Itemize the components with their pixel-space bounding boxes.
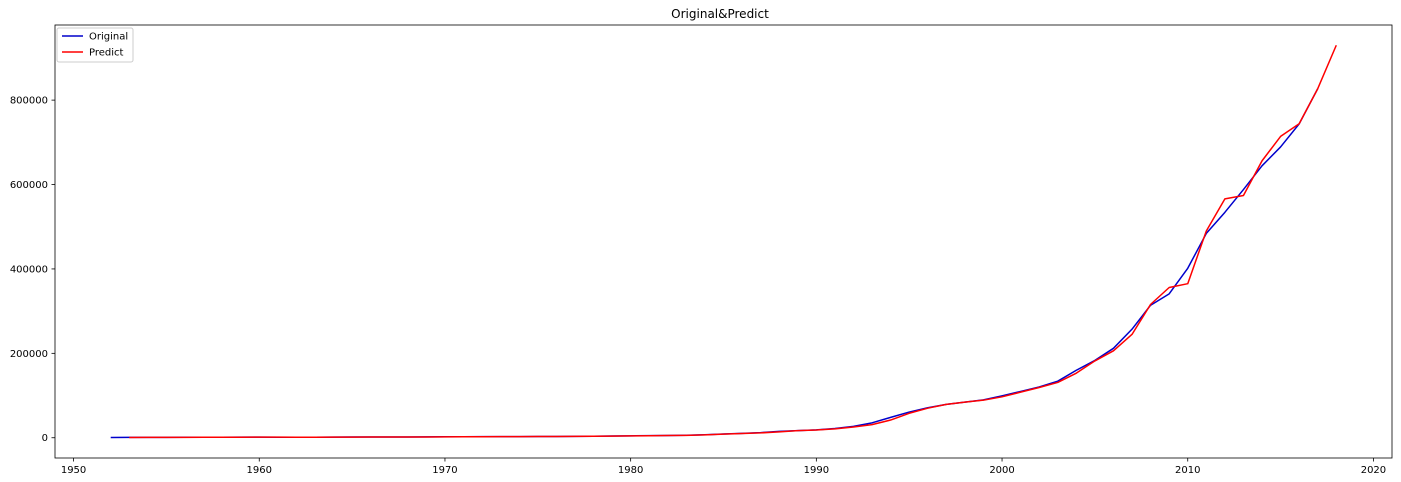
legend-label-original: Original [89, 32, 128, 43]
y-tick-label: 0 [42, 433, 48, 444]
x-tick-label: 1950 [61, 465, 86, 476]
y-axis: 0 200000 400000 600000 800000 [10, 96, 55, 444]
y-tick-label: 400000 [10, 264, 48, 275]
series-layer [110, 44, 1337, 439]
x-tick-label: 1960 [247, 465, 272, 476]
x-tick-label: 2020 [1361, 465, 1386, 476]
plot-area [54, 24, 1393, 459]
series-line-predict [129, 44, 1337, 439]
y-tick-label: 600000 [10, 180, 48, 191]
chart-title: Original&Predict [671, 7, 769, 21]
x-tick-label: 1970 [432, 465, 457, 476]
x-tick-label: 2000 [989, 465, 1014, 476]
y-tick-label: 200000 [10, 349, 48, 360]
x-tick-label: 1980 [618, 465, 643, 476]
x-axis: 1950 1960 1970 1980 1990 2000 2010 2020 [61, 458, 1386, 476]
y-tick-label: 800000 [10, 96, 48, 107]
x-tick-label: 1990 [804, 465, 829, 476]
legend-label-predict: Predict [89, 48, 124, 59]
x-tick-label: 2010 [1175, 465, 1200, 476]
legend: Original Predict [56, 27, 134, 63]
